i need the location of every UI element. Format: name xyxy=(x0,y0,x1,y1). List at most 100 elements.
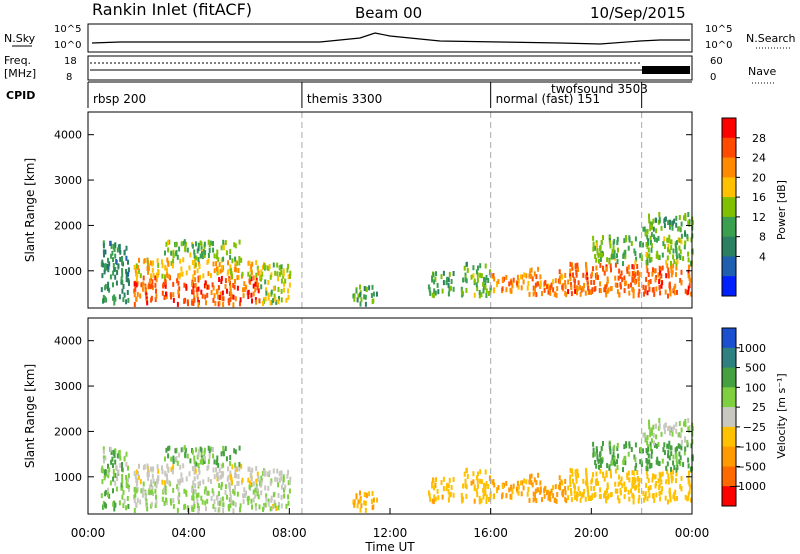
heatmap-cell xyxy=(284,484,287,490)
heatmap-cell xyxy=(121,462,123,467)
heatmap-cell xyxy=(192,489,195,495)
heatmap-cell xyxy=(109,446,112,452)
heatmap-cell xyxy=(662,447,665,453)
heatmap-cell xyxy=(622,252,625,258)
heatmap-cell xyxy=(484,284,487,290)
heatmap-cell xyxy=(155,288,157,294)
velocity-colorbar-label: Velocity [m s⁻¹] xyxy=(775,373,788,458)
heatmap-cell xyxy=(257,282,260,288)
heatmap-cell xyxy=(191,289,194,295)
heatmap-cell xyxy=(618,474,621,480)
heatmap-cell xyxy=(274,296,277,302)
heatmap-cell xyxy=(201,460,204,466)
heatmap-cell xyxy=(683,421,685,427)
colorbar-frame xyxy=(721,117,737,297)
heatmap-cell xyxy=(100,467,103,473)
heatmap-cell xyxy=(193,270,196,276)
heatmap-cell xyxy=(229,281,231,286)
heatmap-cell xyxy=(118,500,121,506)
heatmap-cell xyxy=(622,261,624,267)
heatmap-cell xyxy=(102,240,105,246)
heatmap-cell xyxy=(109,480,112,486)
heatmap-cell xyxy=(607,493,610,499)
heatmap-cell xyxy=(465,278,468,284)
heatmap-cell xyxy=(660,489,663,495)
heatmap-cell xyxy=(569,482,572,488)
heatmap-cell xyxy=(648,419,650,425)
heatmap-cell xyxy=(620,476,623,482)
heatmap-cell xyxy=(597,274,599,280)
heatmap-cell xyxy=(684,437,687,443)
heatmap-cell xyxy=(473,484,476,490)
heatmap-cell xyxy=(447,283,450,289)
heatmap-cell xyxy=(482,288,485,294)
heatmap-cell xyxy=(673,218,676,224)
heatmap-cell xyxy=(191,506,194,512)
heatmap-cell xyxy=(678,421,681,426)
heatmap-cell xyxy=(234,263,237,269)
heatmap-cell xyxy=(287,294,290,300)
heatmap-cell xyxy=(574,484,576,490)
heatmap-cell xyxy=(234,296,237,302)
heatmap-cell xyxy=(199,446,202,452)
heatmap-cell xyxy=(434,496,437,502)
heatmap-cell xyxy=(661,458,664,464)
heatmap-cell xyxy=(666,469,669,475)
heatmap-cell xyxy=(680,233,683,239)
heatmap-cell xyxy=(277,482,280,488)
heatmap-cell xyxy=(239,297,242,303)
x-tick-label: 08:00 xyxy=(272,526,307,540)
heatmap-cell xyxy=(543,486,546,492)
heatmap-cell xyxy=(667,267,670,273)
heatmap-cell xyxy=(691,220,694,226)
heatmap-cell xyxy=(584,480,587,486)
heatmap-cell xyxy=(283,287,286,293)
heatmap-cell xyxy=(582,286,585,292)
noise-tick-right-low: 10^0 xyxy=(705,40,732,51)
heatmap-cell xyxy=(133,498,136,504)
heatmap-cell xyxy=(594,479,597,484)
heatmap-cell xyxy=(624,254,627,260)
heatmap-cell xyxy=(289,480,291,485)
heatmap-cell xyxy=(231,273,233,279)
heatmap-cell xyxy=(260,481,263,486)
heatmap-cell xyxy=(646,474,649,480)
heatmap-cell xyxy=(586,272,588,278)
heatmap-cell xyxy=(574,278,576,284)
heatmap-cell xyxy=(219,291,222,297)
heatmap-cell xyxy=(475,488,478,494)
heatmap-cell xyxy=(634,465,637,471)
heatmap-cell xyxy=(613,455,616,461)
nsky-label: N.Sky xyxy=(4,32,36,45)
heatmap-cell xyxy=(650,256,653,262)
heatmap-cell xyxy=(616,442,619,448)
heatmap-cell xyxy=(569,273,572,279)
heatmap-cell xyxy=(637,292,640,298)
heatmap-cell xyxy=(601,252,603,258)
heatmap-cell xyxy=(592,241,595,247)
heatmap-cell xyxy=(639,253,642,259)
heatmap-cell xyxy=(592,266,594,272)
heatmap-cell xyxy=(590,485,593,491)
heatmap-cell xyxy=(355,288,358,294)
heatmap-cell xyxy=(243,493,246,498)
heatmap-cell xyxy=(509,493,512,499)
heatmap-cell xyxy=(111,250,114,256)
heatmap-cell xyxy=(688,470,690,476)
heatmap-cell xyxy=(646,466,649,472)
heatmap-cell xyxy=(165,291,167,297)
heatmap-cell xyxy=(227,300,230,305)
heatmap-cell xyxy=(239,301,241,307)
heatmap-cell xyxy=(567,495,570,501)
heatmap-cell xyxy=(199,274,202,280)
heatmap-cell xyxy=(679,455,682,461)
heatmap-cell xyxy=(120,276,123,282)
heatmap-cell xyxy=(150,283,153,289)
heatmap-cell xyxy=(256,265,259,271)
heatmap-cell xyxy=(464,272,467,278)
heatmap-cell xyxy=(574,494,577,500)
heatmap-cell xyxy=(596,478,598,484)
heatmap-cell xyxy=(365,493,368,499)
heatmap-cell xyxy=(205,506,207,512)
